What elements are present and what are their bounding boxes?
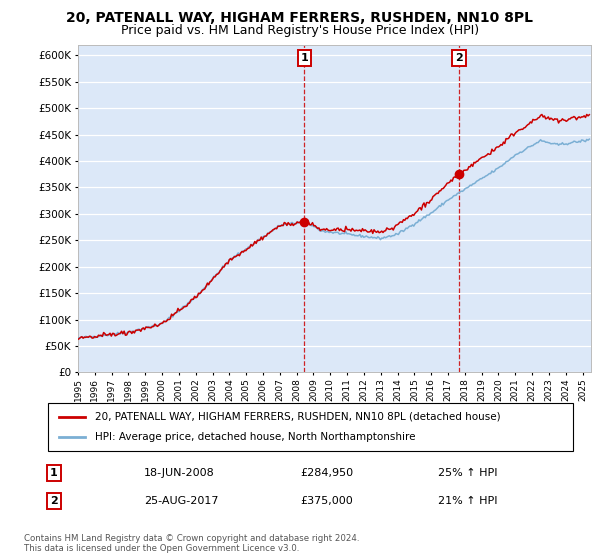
Text: 25-AUG-2017: 25-AUG-2017 [144,496,218,506]
Text: 25% ↑ HPI: 25% ↑ HPI [438,468,497,478]
Text: Contains HM Land Registry data © Crown copyright and database right 2024.
This d: Contains HM Land Registry data © Crown c… [24,534,359,553]
Text: 20, PATENALL WAY, HIGHAM FERRERS, RUSHDEN, NN10 8PL (detached house): 20, PATENALL WAY, HIGHAM FERRERS, RUSHDE… [95,412,501,422]
Text: HPI: Average price, detached house, North Northamptonshire: HPI: Average price, detached house, Nort… [95,432,416,442]
Text: £284,950: £284,950 [300,468,353,478]
Text: 20, PATENALL WAY, HIGHAM FERRERS, RUSHDEN, NN10 8PL: 20, PATENALL WAY, HIGHAM FERRERS, RUSHDE… [67,11,533,25]
Text: Price paid vs. HM Land Registry's House Price Index (HPI): Price paid vs. HM Land Registry's House … [121,24,479,36]
Text: £375,000: £375,000 [300,496,353,506]
Text: 2: 2 [455,53,463,63]
Text: 2: 2 [50,496,58,506]
Text: 1: 1 [301,53,308,63]
Text: 21% ↑ HPI: 21% ↑ HPI [438,496,497,506]
FancyBboxPatch shape [48,403,573,451]
Text: 1: 1 [50,468,58,478]
Text: 18-JUN-2008: 18-JUN-2008 [144,468,215,478]
